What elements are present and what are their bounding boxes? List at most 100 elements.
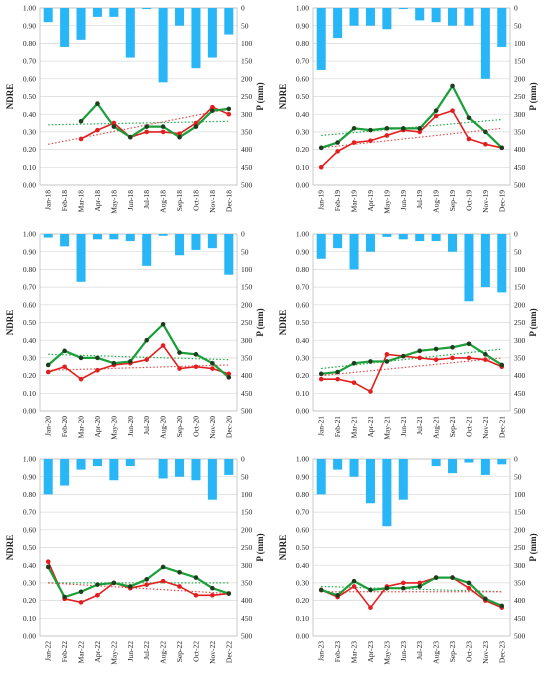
precip-bar bbox=[480, 459, 490, 475]
x-tick-label: Jul-19 bbox=[415, 190, 424, 209]
point-green bbox=[433, 108, 439, 113]
y-left-tick-label: 0.90 bbox=[296, 472, 309, 481]
y-left-tick-label: 0.20 bbox=[296, 371, 309, 380]
x-tick-label: Dec-22 bbox=[224, 641, 233, 663]
x-tick-label: Jun-20 bbox=[126, 416, 135, 437]
point-green bbox=[95, 355, 100, 361]
x-tick-label: Jun-19 bbox=[399, 190, 408, 211]
series-line-green bbox=[80, 102, 229, 139]
precip-bar bbox=[480, 8, 490, 79]
x-tick-label: Apr-18 bbox=[93, 190, 102, 212]
y-right-tick-label: 0 bbox=[241, 4, 245, 13]
x-tick-label: Oct-18 bbox=[191, 190, 200, 211]
y-right-tick-label: 0 bbox=[241, 455, 245, 464]
point-green bbox=[384, 126, 390, 131]
y-left-tick-label: 0.50 bbox=[23, 318, 36, 327]
y-left-tick-label: 0.60 bbox=[296, 525, 309, 534]
y-right-tick-label: 200 bbox=[241, 300, 253, 309]
precip-bar bbox=[158, 8, 168, 83]
point-green bbox=[111, 124, 117, 129]
precip-bar bbox=[60, 459, 70, 486]
y-left-axis-title: NDRE bbox=[278, 310, 288, 336]
y-left-tick-label: 0.00 bbox=[296, 632, 309, 641]
series-line-green bbox=[47, 565, 230, 599]
point-red bbox=[177, 366, 182, 371]
y-left-tick-label: 0.90 bbox=[296, 247, 309, 256]
precip-bar bbox=[398, 8, 408, 10]
x-tick-label: Oct-20 bbox=[191, 416, 200, 437]
precip-bar bbox=[191, 459, 201, 481]
point-green bbox=[144, 577, 150, 582]
y-left-tick-label: 0.80 bbox=[296, 490, 309, 499]
series-line-green bbox=[320, 576, 503, 607]
y-left-tick-label: 0.40 bbox=[296, 110, 309, 119]
precip-bar bbox=[76, 234, 86, 282]
y-left-tick-label: 0.20 bbox=[296, 145, 309, 154]
precip-bar bbox=[497, 234, 507, 293]
y-right-tick-label: 400 bbox=[241, 596, 253, 605]
y-right-tick-label: 200 bbox=[241, 525, 253, 534]
precip-bar bbox=[448, 8, 458, 26]
point-red bbox=[193, 364, 199, 370]
x-tick-label: Jan-19 bbox=[317, 190, 326, 210]
x-tick-label: Jul-20 bbox=[142, 416, 151, 435]
plot-frame bbox=[39, 7, 238, 186]
y-right-tick-label: 350 bbox=[514, 579, 526, 588]
y-left-tick-label: 0.00 bbox=[296, 407, 309, 416]
y-right-tick-label: 200 bbox=[514, 525, 526, 534]
x-tick-label: Mar-18 bbox=[77, 190, 86, 213]
y-left-tick-label: 0.20 bbox=[23, 371, 36, 380]
y-left-tick-label: 0.20 bbox=[23, 596, 36, 605]
y-right-tick-label: 300 bbox=[241, 336, 253, 345]
point-green bbox=[144, 337, 150, 343]
precip-bar bbox=[316, 8, 326, 70]
y-right-tick-label: 50 bbox=[514, 247, 522, 256]
x-tick-label: May-19 bbox=[382, 190, 391, 214]
point-green bbox=[127, 584, 133, 589]
y-left-axis-title: NDRE bbox=[278, 535, 288, 561]
point-red bbox=[78, 600, 84, 605]
y-left-tick-label: 0.00 bbox=[23, 181, 36, 190]
point-green bbox=[111, 580, 117, 586]
y-right-tick-label: 50 bbox=[241, 472, 249, 481]
y-right-tick-label: 50 bbox=[514, 472, 522, 481]
x-tick-label: Feb-22 bbox=[60, 641, 69, 662]
y-left-tick-label: 1.00 bbox=[296, 455, 309, 464]
point-red bbox=[483, 357, 488, 362]
y-left-tick-label: 0.40 bbox=[23, 336, 36, 345]
x-tick-label: Apr-22 bbox=[93, 641, 102, 663]
point-red bbox=[226, 111, 232, 117]
y-right-tick-label: 100 bbox=[514, 39, 526, 48]
y-right-tick-label: 300 bbox=[514, 561, 526, 570]
y-right-tick-label: 150 bbox=[514, 283, 526, 292]
point-green bbox=[483, 129, 488, 135]
y-right-tick-label: 250 bbox=[514, 92, 526, 101]
chart-panel-3: 0.00 0.10 0.20 0.30 0.40 0.50 0.60 0.70 0.80 0.90… bbox=[5, 230, 265, 440]
y-right-tick-label: 200 bbox=[241, 74, 253, 83]
y-right-tick-label: 250 bbox=[241, 543, 253, 552]
point-red bbox=[433, 113, 439, 119]
y-left-tick-label: 0.50 bbox=[23, 543, 36, 552]
y-right-tick-label: 300 bbox=[514, 110, 526, 119]
point-red bbox=[210, 366, 215, 371]
point-red bbox=[177, 584, 182, 589]
point-red bbox=[483, 141, 488, 147]
precip-bar bbox=[415, 8, 425, 21]
point-green bbox=[417, 126, 423, 131]
precip-bar bbox=[191, 8, 201, 69]
y-right-tick-label: 200 bbox=[514, 300, 526, 309]
y-right-tick-label: 0 bbox=[514, 455, 518, 464]
point-green bbox=[318, 371, 324, 377]
point-red bbox=[160, 129, 166, 135]
point-red bbox=[335, 376, 340, 382]
x-tick-label: Oct-23 bbox=[464, 641, 473, 662]
y-right-tick-label: 400 bbox=[514, 371, 526, 380]
y-right-tick-label: 100 bbox=[241, 265, 253, 274]
y-left-tick-label: 0.50 bbox=[296, 318, 309, 327]
precip-bar bbox=[76, 459, 86, 470]
point-red bbox=[368, 389, 373, 394]
y-left-tick-label: 0.30 bbox=[296, 354, 309, 363]
x-tick-label: Feb-20 bbox=[60, 416, 69, 437]
point-red bbox=[111, 120, 117, 126]
precip-bar bbox=[158, 459, 168, 479]
